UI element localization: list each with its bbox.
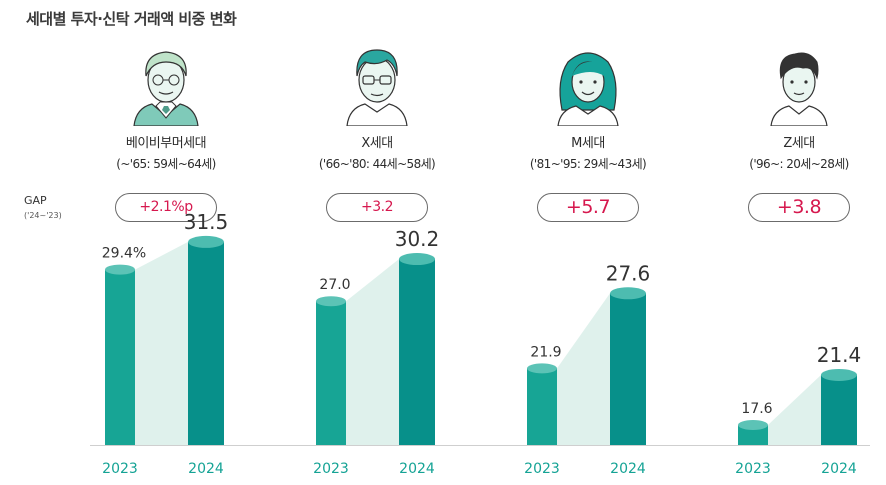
connector-band [346, 259, 399, 445]
gap-badge: +2.1%p [115, 193, 217, 222]
bar-2023 [105, 269, 135, 445]
generation-group-x: X세대 ('66~'80: 44세~58세) +3.2 [302, 0, 452, 485]
connector-band [557, 293, 610, 445]
gap-label: GAP [24, 194, 47, 207]
value-label-2023: 21.9 [530, 344, 561, 360]
bar-2023-top [738, 420, 768, 430]
year-label: 2023 [102, 461, 138, 477]
bar-2023-top [316, 296, 346, 307]
bar-2024 [399, 259, 435, 445]
gap-badge: +3.8 [748, 193, 850, 222]
generation-name: M세대 [571, 136, 605, 151]
connector-band [135, 241, 188, 445]
page-title: 세대별 투자·신탁 거래액 비중 변화 [26, 10, 237, 28]
chart-baseline [90, 445, 870, 446]
generation-name: 베이비부머세대 [125, 136, 207, 151]
bar-2023 [738, 425, 768, 445]
value-label-2024: 30.2 [395, 227, 440, 251]
bar-2024-top [610, 287, 646, 300]
value-label-2023: 27.0 [319, 277, 350, 293]
young-woman-icon [557, 52, 619, 126]
generation-name: X세대 [361, 136, 393, 151]
generation-age-range: ('81~'95: 29세~43세) [529, 157, 647, 171]
gap-period-label: ('24~'23) [24, 211, 62, 220]
year-label: 2023 [313, 461, 349, 477]
bar-2023-top [527, 363, 557, 374]
year-label: 2024 [399, 461, 435, 477]
year-label: 2024 [821, 461, 857, 477]
value-label-2023: 29.4% [102, 246, 146, 262]
senior-man-icon [133, 51, 199, 126]
value-label-2024: 21.4 [817, 343, 862, 367]
bar-2024 [821, 374, 857, 445]
bar-2023 [527, 368, 557, 445]
year-label: 2024 [188, 461, 224, 477]
bar-2024-top [399, 253, 435, 266]
gap-badge: +3.2 [326, 193, 428, 222]
young-man-icon [770, 52, 828, 126]
bar-2023 [316, 301, 346, 445]
bar-2023-top [105, 264, 135, 275]
year-label: 2023 [735, 461, 771, 477]
generation-group-babyboomer: 베이비부머세대 (~'65: 59세~64세) +2.1%p [91, 0, 241, 485]
value-label-2024: 31.5 [184, 210, 229, 234]
value-label-2023: 17.6 [741, 401, 772, 417]
value-label-2024: 27.6 [606, 261, 651, 285]
middle-aged-man-icon [346, 49, 408, 126]
generation-name: Z세대 [783, 136, 815, 151]
bar-2024-top [821, 368, 857, 381]
generation-group-z: Z세대 ('96~: 20세~28세) +3.8 [724, 0, 874, 485]
connector-band [768, 374, 821, 445]
generation-age-range: (~'65: 59세~64세) [116, 157, 216, 171]
bar-2024 [610, 293, 646, 445]
gap-badge: +5.7 [537, 193, 639, 222]
year-label: 2023 [524, 461, 560, 477]
generation-group-m: M세대 ('81~'95: 29세~43세) +5.7 [513, 0, 663, 485]
generation-age-range: ('66~'80: 44세~58세) [318, 157, 436, 171]
bar-2024 [188, 241, 224, 445]
year-label: 2024 [610, 461, 646, 477]
generation-age-range: ('96~: 20세~28세) [749, 157, 849, 171]
bar-2024-top [188, 235, 224, 248]
